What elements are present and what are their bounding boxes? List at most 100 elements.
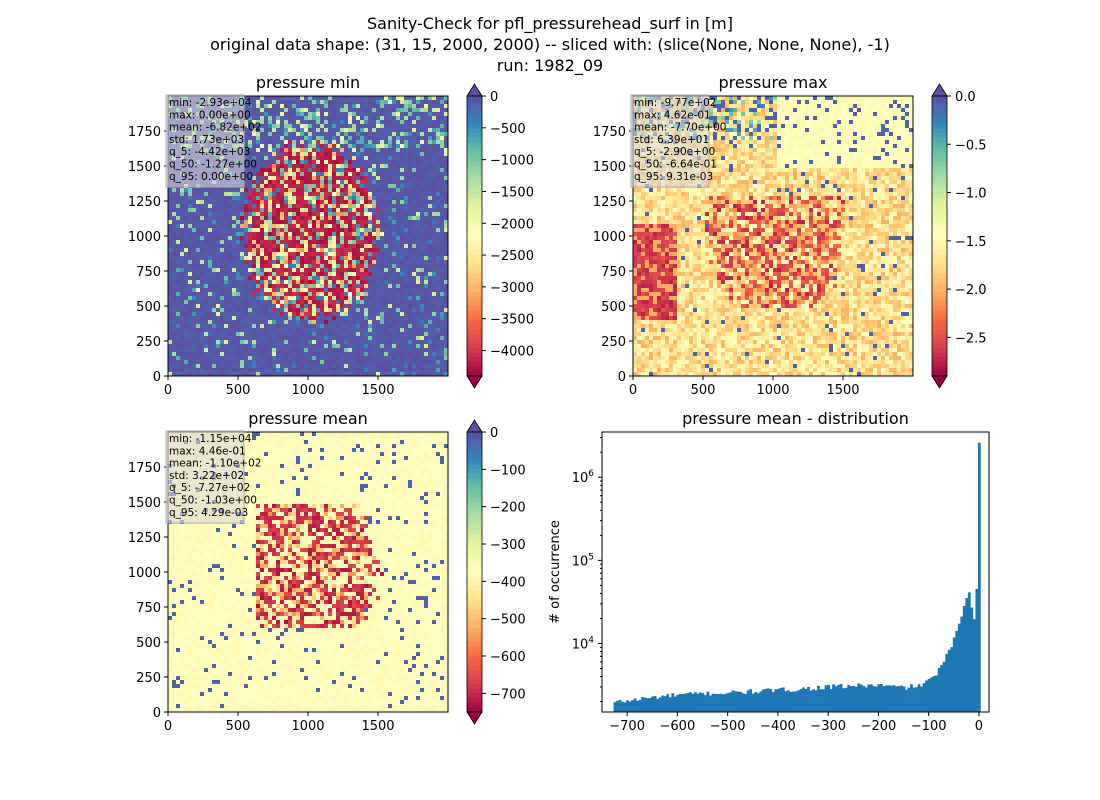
- heatmap-cell: [272, 304, 277, 309]
- heatmap-cell: [380, 340, 385, 345]
- heatmap-cell: [320, 100, 325, 105]
- heatmap-cell: [256, 272, 261, 277]
- heatmap-cell: [228, 304, 233, 309]
- heatmap-cell: [372, 252, 377, 257]
- heatmap-cell: [228, 236, 233, 241]
- heatmap-cell: [296, 140, 301, 145]
- heatmap-cell: [236, 316, 241, 321]
- heatmap-cell: [348, 236, 353, 241]
- heatmap-cell: [320, 228, 325, 233]
- figure-title-line-3: run: 1982_09: [496, 56, 604, 75]
- heatmap-cell: [404, 312, 409, 317]
- heatmap-cell: [268, 272, 273, 277]
- heatmap-cell: [228, 272, 233, 277]
- heatmap-cell: [376, 144, 381, 149]
- heatmap-cell: [188, 300, 193, 305]
- heatmap-cell: [308, 356, 313, 361]
- colorbar-segment: [467, 161, 482, 167]
- heatmap-cell: [204, 244, 209, 249]
- heatmap-cell: [416, 160, 421, 165]
- heatmap-cell: [248, 104, 253, 109]
- heatmap-cell: [216, 312, 221, 317]
- heatmap-cell: [312, 224, 317, 229]
- heatmap-cell: [412, 256, 417, 261]
- heatmap-cell: [268, 300, 273, 305]
- heatmap-cell: [404, 292, 409, 297]
- heatmap-cell: [236, 312, 241, 317]
- heatmap-cell: [376, 236, 381, 241]
- heatmap-cell: [376, 116, 381, 121]
- heatmap-cell: [324, 236, 329, 241]
- heatmap-cell: [444, 244, 449, 249]
- heatmap-cell: [168, 284, 173, 289]
- heatmap-cell: [176, 276, 181, 281]
- heatmap-cell: [212, 328, 217, 333]
- heatmap-cell: [172, 276, 177, 281]
- heatmap-cell: [332, 272, 337, 277]
- heatmap-cell: [288, 152, 293, 157]
- heatmap-cell: [304, 320, 309, 325]
- heatmap-cell: [348, 344, 353, 349]
- heatmap-cell: [256, 364, 261, 369]
- heatmap-cell: [256, 108, 261, 113]
- heatmap-cell: [216, 244, 221, 249]
- heatmap-cell: [260, 304, 265, 309]
- heatmap-cell: [228, 212, 233, 217]
- heatmap-cell: [300, 172, 305, 177]
- heatmap-cell: [284, 356, 289, 361]
- heatmap-cell: [396, 184, 401, 189]
- heatmap-cell: [180, 212, 185, 217]
- heatmap-cell: [396, 332, 401, 337]
- heatmap-cell: [252, 208, 257, 213]
- heatmap-cell: [272, 288, 277, 293]
- heatmap-cell: [316, 152, 321, 157]
- heatmap-cell: [424, 244, 429, 249]
- heatmap-cell: [404, 316, 409, 321]
- heatmap-cell: [272, 196, 277, 201]
- heatmap-cell: [420, 356, 425, 361]
- heatmap-cell: [200, 208, 205, 213]
- heatmap-cell: [420, 268, 425, 273]
- heatmap-cell: [240, 224, 245, 229]
- heatmap-cell: [376, 312, 381, 317]
- heatmap-cell: [324, 280, 329, 285]
- heatmap-cell: [300, 304, 305, 309]
- heatmap-cell: [320, 104, 325, 109]
- heatmap-cell: [308, 96, 313, 101]
- colorbar-segment: [467, 278, 482, 284]
- heatmap-cell: [420, 228, 425, 233]
- heatmap-cell: [308, 300, 313, 305]
- heatmap-cell: [424, 124, 429, 129]
- heatmap-cell: [260, 268, 265, 273]
- heatmap-cell: [176, 280, 181, 285]
- heatmap-cell: [168, 196, 173, 201]
- heatmap-cell: [332, 304, 337, 309]
- heatmap-cell: [304, 260, 309, 265]
- heatmap-cell: [416, 244, 421, 249]
- heatmap-cell: [256, 136, 261, 141]
- heatmap-cell: [424, 196, 429, 201]
- heatmap-cell: [240, 280, 245, 285]
- heatmap-cell: [288, 220, 293, 225]
- heatmap-cell: [312, 128, 317, 133]
- heatmap-cell: [416, 152, 421, 157]
- heatmap-cell: [204, 252, 209, 257]
- heatmap-cell: [232, 200, 237, 205]
- heatmap-cell: [292, 152, 297, 157]
- heatmap-cell: [364, 272, 369, 277]
- heatmap-cell: [440, 216, 445, 221]
- heatmap-cell: [420, 184, 425, 189]
- heatmap-cell: [384, 248, 389, 253]
- heatmap-cell: [400, 124, 405, 129]
- heatmap-cell: [208, 368, 213, 373]
- heatmap-cell: [308, 160, 313, 165]
- heatmap-cell: [296, 332, 301, 337]
- heatmap-cell: [424, 236, 429, 241]
- heatmap-cell: [232, 296, 237, 301]
- heatmap-cell: [224, 272, 229, 277]
- heatmap-cell: [388, 284, 393, 289]
- heatmap-cell: [400, 168, 405, 173]
- heatmap-cell: [348, 256, 353, 261]
- heatmap-cell: [288, 192, 293, 197]
- heatmap-cell: [212, 320, 217, 325]
